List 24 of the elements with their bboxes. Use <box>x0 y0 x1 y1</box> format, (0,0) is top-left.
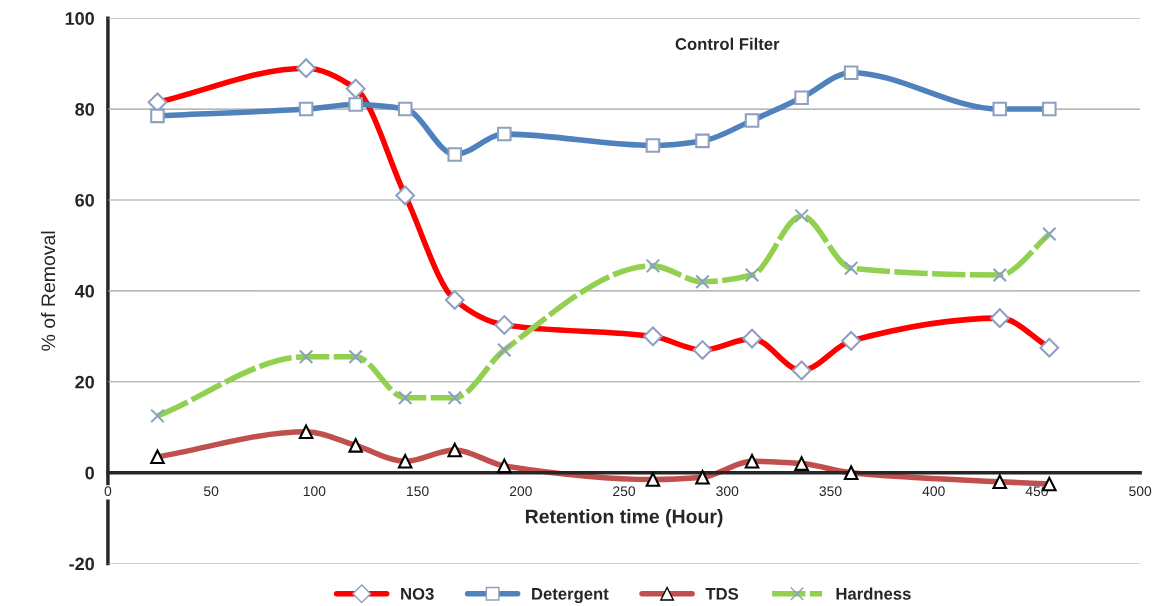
x-tick-label: 0 <box>104 486 112 497</box>
x-tick-label: 300 <box>716 486 739 497</box>
x-tick-label: 100 <box>303 486 326 497</box>
legend-label: TDS <box>705 587 739 600</box>
x-tick-label: 500 <box>1129 486 1152 497</box>
x-axis-title: Retention time (Hour) <box>525 509 723 528</box>
x-tick-label: 50 <box>203 486 219 497</box>
y-tick-label: 100 <box>65 12 94 25</box>
x-tick-label: 350 <box>819 486 842 497</box>
y-tick-label: -20 <box>69 557 94 571</box>
text: Control Filter <box>675 37 780 50</box>
x-tick-label: 250 <box>613 486 636 497</box>
y-tick-label: 20 <box>75 375 94 389</box>
y-tick-label: 40 <box>74 284 94 298</box>
y-axis-title: % of Removal <box>40 231 56 351</box>
x-tick-label: 200 <box>509 486 532 497</box>
x-tick-label: 400 <box>922 486 945 497</box>
y-tick-label: 0 <box>85 466 94 480</box>
legend-label: Hardness <box>836 587 911 600</box>
y-tick-label: 60 <box>75 193 94 207</box>
x-tick-label: 150 <box>407 486 429 497</box>
legend-label: Detergent <box>532 588 609 604</box>
y-tick-label: 80 <box>75 103 94 116</box>
legend-label: NO3 <box>401 587 434 600</box>
